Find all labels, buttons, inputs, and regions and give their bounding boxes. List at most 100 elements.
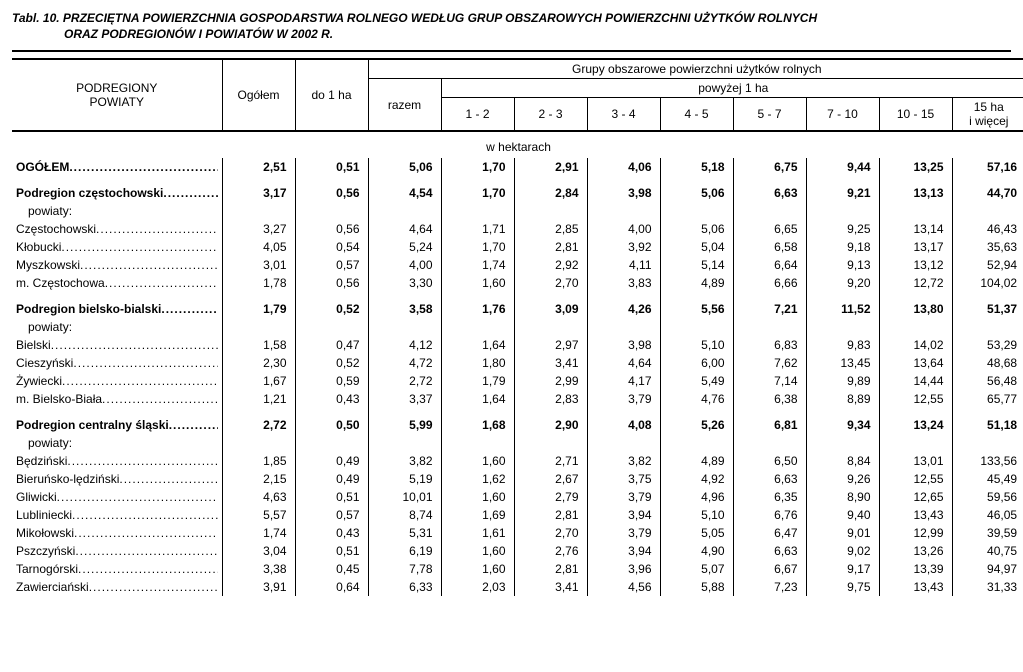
row-label: Myszkowski — [12, 256, 222, 274]
cell: 0,49 — [295, 452, 368, 470]
table-row: Żywiecki1,670,592,721,792,994,175,497,14… — [12, 372, 1023, 390]
cell: 5,88 — [660, 578, 733, 596]
cell — [952, 202, 1023, 220]
cell — [952, 318, 1023, 336]
cell: 4,06 — [587, 158, 660, 176]
cell — [879, 202, 952, 220]
row-label: Mikołowski — [12, 524, 222, 542]
cell: 3,91 — [222, 578, 295, 596]
cell: 8,89 — [806, 390, 879, 408]
cell: 2,30 — [222, 354, 295, 372]
cell: 7,21 — [733, 292, 806, 318]
cell: 0,57 — [295, 506, 368, 524]
row-label: Podregion bielsko-bialski — [12, 292, 222, 318]
cell: 1,70 — [441, 176, 514, 202]
cell: 0,49 — [295, 470, 368, 488]
cell — [587, 434, 660, 452]
cell — [222, 202, 295, 220]
cell: 1,69 — [441, 506, 514, 524]
cell: 1,74 — [441, 256, 514, 274]
col-15plus: 15 ha i więcej — [952, 98, 1023, 131]
cell: 0,59 — [295, 372, 368, 390]
row-label: Częstochowski — [12, 220, 222, 238]
cell: 46,43 — [952, 220, 1023, 238]
cell: 13,26 — [879, 542, 952, 560]
row-label: Bieruńsko-lędziński — [12, 470, 222, 488]
cell: 4,96 — [660, 488, 733, 506]
cell: 9,02 — [806, 542, 879, 560]
cell — [879, 434, 952, 452]
cell: 1,58 — [222, 336, 295, 354]
cell: 12,99 — [879, 524, 952, 542]
cell: 52,94 — [952, 256, 1023, 274]
row-label: Cieszyński — [12, 354, 222, 372]
cell: 12,55 — [879, 390, 952, 408]
cell: 40,75 — [952, 542, 1023, 560]
cell: 6,38 — [733, 390, 806, 408]
cell: 3,98 — [587, 336, 660, 354]
cell: 2,72 — [222, 408, 295, 434]
cell: 1,68 — [441, 408, 514, 434]
cell: 9,34 — [806, 408, 879, 434]
cell — [368, 318, 441, 336]
table-row: Lubliniecki5,570,578,741,692,813,945,106… — [12, 506, 1023, 524]
cell: 6,83 — [733, 336, 806, 354]
col-region-2: POWIATY — [90, 95, 144, 109]
cell — [806, 318, 879, 336]
cell: 2,83 — [514, 390, 587, 408]
cell — [660, 318, 733, 336]
cell: 12,65 — [879, 488, 952, 506]
cell: 0,54 — [295, 238, 368, 256]
cell: 3,37 — [368, 390, 441, 408]
cell: 14,02 — [879, 336, 952, 354]
col-7-10: 7 - 10 — [806, 98, 879, 131]
cell — [368, 202, 441, 220]
cell: 4,56 — [587, 578, 660, 596]
cell: 1,60 — [441, 274, 514, 292]
cell: 9,25 — [806, 220, 879, 238]
cell: 94,97 — [952, 560, 1023, 578]
cell: 2,81 — [514, 506, 587, 524]
row-label: Żywiecki — [12, 372, 222, 390]
cell: 5,04 — [660, 238, 733, 256]
cell: 9,17 — [806, 560, 879, 578]
cell: 1,64 — [441, 390, 514, 408]
cell: 3,01 — [222, 256, 295, 274]
cell: 13,64 — [879, 354, 952, 372]
table-row: powiaty: — [12, 318, 1023, 336]
row-label: Będziński — [12, 452, 222, 470]
cell: 0,64 — [295, 578, 368, 596]
cell: 9,75 — [806, 578, 879, 596]
cell: 2,85 — [514, 220, 587, 238]
cell: 0,52 — [295, 354, 368, 372]
cell: 0,57 — [295, 256, 368, 274]
cell: 3,17 — [222, 176, 295, 202]
cell: 9,20 — [806, 274, 879, 292]
cell: 5,18 — [660, 158, 733, 176]
cell: 3,09 — [514, 292, 587, 318]
cell — [441, 318, 514, 336]
col-region-1: PODREGIONY — [76, 81, 157, 95]
table-row: OGÓŁEM2,510,515,061,702,914,065,186,759,… — [12, 158, 1023, 176]
table-row: Kłobucki4,050,545,241,702,813,925,046,58… — [12, 238, 1023, 256]
cell: 0,56 — [295, 176, 368, 202]
cell: 59,56 — [952, 488, 1023, 506]
cell: 6,81 — [733, 408, 806, 434]
cell — [441, 434, 514, 452]
cell: 2,97 — [514, 336, 587, 354]
cell: 0,51 — [295, 158, 368, 176]
cell — [514, 318, 587, 336]
cell: 6,35 — [733, 488, 806, 506]
cell: 9,44 — [806, 158, 879, 176]
table-row: Podregion częstochowski3,170,564,541,702… — [12, 176, 1023, 202]
cell: 8,74 — [368, 506, 441, 524]
table-header: PODREGIONY POWIATY Ogółem do 1 ha Grupy … — [12, 59, 1023, 131]
cell: 1,64 — [441, 336, 514, 354]
cell: 3,96 — [587, 560, 660, 578]
cell: 6,64 — [733, 256, 806, 274]
cell: 4,00 — [368, 256, 441, 274]
cell: 13,39 — [879, 560, 952, 578]
cell: 3,79 — [587, 524, 660, 542]
cell: 1,60 — [441, 560, 514, 578]
cell: 57,16 — [952, 158, 1023, 176]
